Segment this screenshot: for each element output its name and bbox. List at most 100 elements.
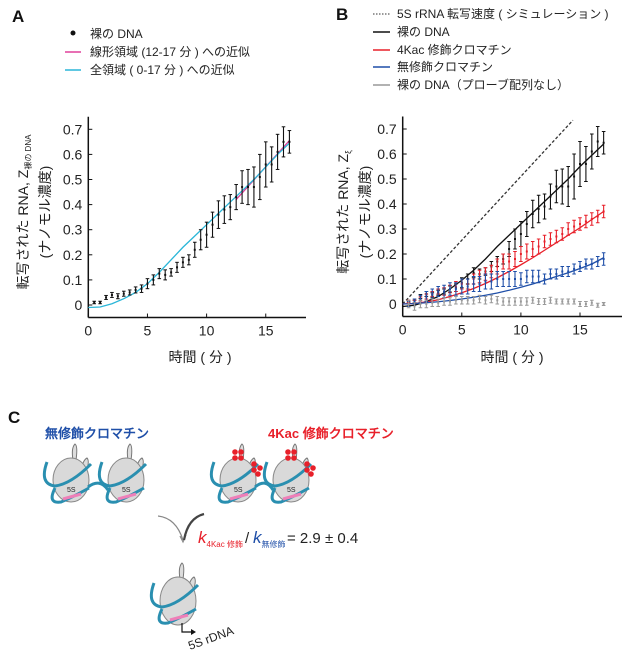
data-point: [490, 298, 493, 300]
data-point: [573, 175, 576, 178]
chart-b-series-4-point: [471, 296, 476, 305]
data-point: [519, 233, 522, 235]
chart-a: 0 5 10 15 0 0.1 0.2 0.3 0.4 0.5 0.6 0.7: [63, 116, 306, 339]
k-mod-subscript: 4Kac 修飾: [207, 539, 243, 549]
data-point: [508, 248, 511, 250]
data-point: [413, 300, 416, 303]
data-point: [472, 283, 475, 285]
chart-b-series-2-point: [507, 253, 511, 270]
chart-b-xlabel: 時間 ( 分 ): [481, 349, 544, 365]
chart-a-series-2-point: [216, 200, 221, 229]
chart-a-y-tick-label: 0.7: [63, 121, 83, 137]
chart-b-series-4-point: [501, 297, 505, 306]
data-point: [531, 275, 534, 278]
data-point: [537, 275, 540, 278]
chart-a-y-tick-label: 0.3: [63, 222, 83, 238]
chart-b-series-4-point: [566, 298, 570, 305]
chart-a-series-2-point: [198, 229, 203, 251]
histone-tail: [178, 562, 185, 580]
data-point: [99, 301, 102, 304]
data-point: [484, 299, 487, 302]
5s-site: [229, 492, 249, 501]
data-point: [543, 300, 546, 303]
acetyl-mark-icon: [238, 455, 244, 461]
data-point: [105, 296, 108, 299]
5s-site: [62, 492, 82, 501]
data-point: [419, 303, 422, 305]
data-point: [425, 303, 428, 305]
chart-b-series-3-point: [454, 282, 458, 296]
data-point: [543, 240, 546, 243]
chart-a-series-2-point: [151, 274, 156, 286]
chart-b-x-tick-label: 5: [458, 322, 466, 338]
chart-b-series-4-point: [536, 298, 541, 305]
data-point: [543, 278, 546, 280]
chart-a-series-2-point: [127, 289, 132, 296]
chart-b-series-2-point: [595, 209, 600, 224]
data-point: [602, 303, 605, 305]
legend-a-marker-0: [70, 30, 76, 36]
data-point: [413, 305, 416, 308]
chart-a-series-2-point: [181, 256, 185, 268]
chart-b-series-4-point: [430, 298, 435, 307]
chart-a-series-2-point: [139, 284, 144, 293]
chart-a-series-2-point: [228, 194, 233, 221]
chart-b-series-3-point: [513, 271, 517, 287]
data-point: [496, 299, 499, 302]
data-point: [437, 301, 440, 304]
chart-a-series-2-point: [240, 170, 244, 204]
chart-b-series-3-point: [566, 266, 570, 277]
acetyl-mark-icon: [285, 455, 291, 461]
data-point: [472, 271, 475, 274]
chart-a-x-tick-label: 15: [258, 323, 274, 339]
data-point: [176, 266, 179, 269]
data-point: [584, 163, 587, 165]
chart-b-series-4-point: [519, 297, 523, 306]
chart-a-series-2-point: [210, 211, 215, 238]
data-point: [128, 291, 131, 294]
data-point: [407, 303, 410, 305]
chart-b-series-3-fit-line: [402, 257, 604, 305]
nucleosome: [149, 562, 200, 626]
data-point: [419, 298, 422, 300]
data-point: [181, 261, 184, 264]
acetyl-mark-icon: [232, 455, 238, 461]
chart-a-series-2-point: [275, 133, 280, 170]
data-point: [596, 260, 599, 263]
data-point: [484, 280, 487, 283]
chart-b-series-1-point: [542, 193, 547, 220]
chart-b-y-tick-label: 0.3: [377, 221, 397, 237]
legend-b-label-4: 裸の DNA（プローブ配列なし）: [397, 77, 569, 92]
data-point: [276, 150, 279, 153]
chart-b-series-2-point: [542, 234, 547, 249]
chart-a-series-2-point: [163, 269, 167, 281]
chart-b-series-4-point: [442, 297, 446, 306]
data-point: [199, 238, 202, 241]
chart-b-series-3-point: [436, 286, 440, 297]
chart-a-ylabel: 転写された RNA, Z裸の DNA (ナノモル濃度): [15, 134, 53, 290]
data-point: [252, 186, 255, 189]
data-point: [596, 140, 599, 143]
chart-a-series-2-point: [263, 141, 268, 188]
data-point: [431, 301, 434, 304]
data-point: [502, 278, 505, 280]
chart-b-x-tick-label: 0: [399, 322, 407, 338]
data-point: [573, 225, 576, 228]
data-point: [205, 233, 208, 236]
nucleosome-5s-label: 5S: [67, 487, 76, 494]
chart-b-series-3-point: [489, 273, 494, 290]
chart-b-y-tick-label: 0.1: [377, 271, 397, 287]
chart-b-series-2-point: [572, 219, 576, 234]
chart-b-ylabel-main: 転写された RNA, Z: [335, 153, 351, 273]
panel-label-b: B: [336, 5, 348, 24]
acetyl-mark-icon: [232, 449, 238, 455]
acetylated-nucleosome: 5S: [262, 443, 316, 504]
chart-b-ylabel-unit: (ナノモル濃度): [357, 166, 373, 259]
data-point: [490, 270, 493, 273]
data-point: [122, 292, 125, 295]
chart-b-series-2-point: [536, 238, 541, 255]
data-point: [508, 300, 511, 303]
5s-site: [282, 492, 302, 501]
nucleosome-5s-label: 5S: [234, 487, 243, 494]
data-point: [602, 141, 605, 144]
